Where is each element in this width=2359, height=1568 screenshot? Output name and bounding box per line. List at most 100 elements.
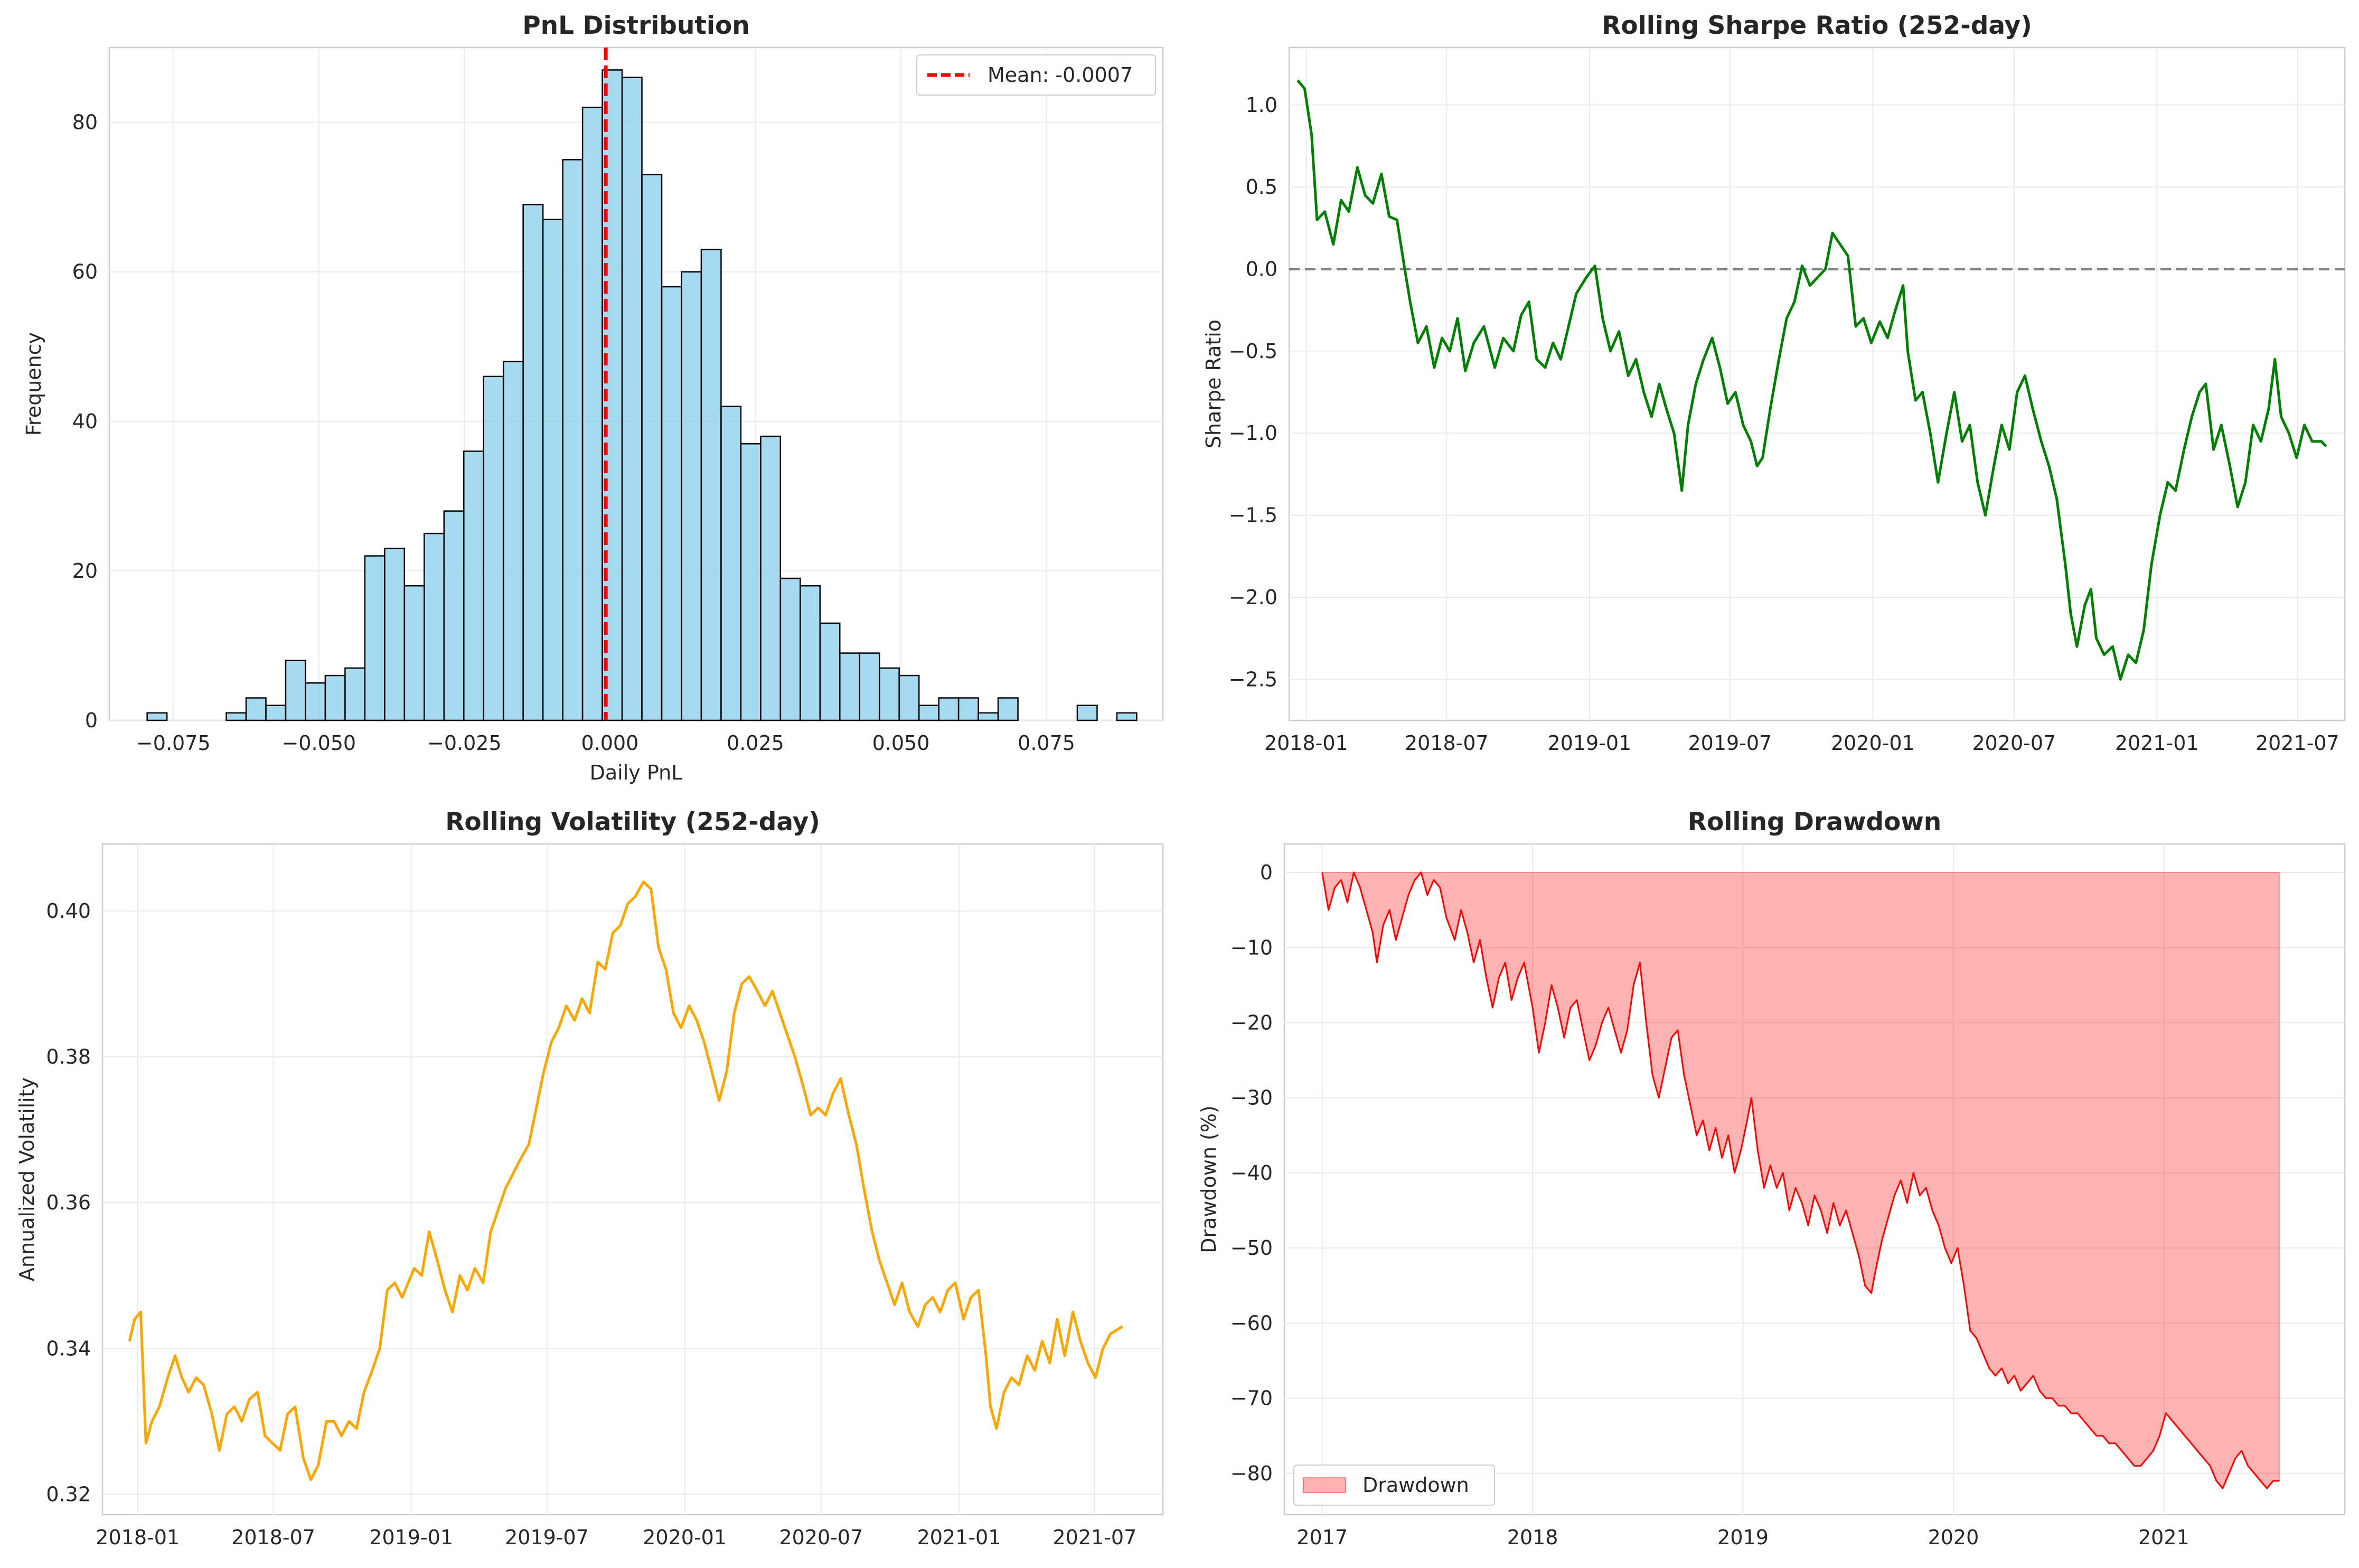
sharpe-y-tick-label: 1.0 bbox=[1246, 93, 1277, 117]
volatility-panel: 2018-01 2018-07 2019-01 2019-07 2020-01 2020-… bbox=[15, 808, 1164, 1549]
drawdown-x-tick-label: 2019 bbox=[1717, 1526, 1769, 1549]
drawdown-x-ticks: 2017 2018 2019 2020 2021 bbox=[1296, 1526, 2189, 1549]
volatility-y-tick-label: 0.36 bbox=[46, 1191, 91, 1214]
volatility-x-tick-label: 2020-07 bbox=[779, 1526, 863, 1549]
histogram-bar bbox=[403, 585, 425, 721]
sharpe-y-tick-label: −1.0 bbox=[1229, 421, 1277, 445]
histogram-bar bbox=[779, 577, 801, 721]
pnl-x-tick-label: −0.050 bbox=[281, 731, 356, 755]
volatility-plot-area bbox=[101, 843, 1164, 1516]
volatility-x-tick-label: 2020-01 bbox=[643, 1526, 727, 1549]
sharpe-x-tick-label: 2019-01 bbox=[1547, 731, 1631, 755]
volatility-x-tick-label: 2019-07 bbox=[505, 1526, 589, 1549]
histogram-bar bbox=[720, 406, 742, 721]
drawdown-panel: 2017 2018 2019 2020 2021 0 −10 −20 −30 −40 −50 −60… bbox=[1197, 808, 2346, 1549]
drawdown-y-tick-label: −30 bbox=[1230, 1086, 1273, 1110]
drawdown-y-tick-label: 0 bbox=[1260, 861, 1273, 884]
drawdown-y-tick-label: −60 bbox=[1230, 1311, 1273, 1335]
sharpe-plot-area bbox=[1288, 46, 2346, 721]
drawdown-y-tick-label: −20 bbox=[1230, 1011, 1273, 1034]
sharpe-x-tick-label: 2020-01 bbox=[1831, 731, 1915, 755]
volatility-x-tick-label: 2021-01 bbox=[917, 1526, 1001, 1549]
volatility-x-tick-label: 2019-01 bbox=[369, 1526, 453, 1549]
pnl-y-tick-label: 20 bbox=[72, 559, 98, 583]
drawdown-plot-area bbox=[1283, 843, 2346, 1516]
pnl-histogram-bars bbox=[146, 69, 1138, 721]
volatility-x-tick-label: 2018-07 bbox=[231, 1526, 315, 1549]
pnl-x-tick-label: 0.050 bbox=[872, 731, 930, 755]
sharpe-x-tick-label: 2021-07 bbox=[2255, 731, 2339, 755]
sharpe-x-tick-label: 2018-01 bbox=[1264, 731, 1348, 755]
histogram-bar bbox=[502, 361, 524, 721]
histogram-bar bbox=[740, 443, 762, 721]
histogram-bar bbox=[839, 652, 860, 721]
drawdown-x-tick-label: 2018 bbox=[1507, 1526, 1558, 1549]
histogram-bar bbox=[957, 697, 979, 721]
histogram-bar bbox=[621, 77, 643, 721]
pnl-y-tick-label: 80 bbox=[72, 111, 98, 134]
pnl-x-tick-label: 0.000 bbox=[581, 731, 639, 755]
histogram-bar bbox=[760, 435, 782, 721]
volatility-chart-title: Rolling Volatility (252-day) bbox=[445, 808, 820, 837]
histogram-bar bbox=[443, 510, 465, 721]
volatility-x-tick-label: 2018-01 bbox=[96, 1526, 180, 1549]
sharpe-x-ticks: 2018-01 2018-07 2019-01 2019-07 2020-01 2020-… bbox=[1264, 731, 2339, 755]
histogram-bar bbox=[938, 697, 960, 721]
drawdown-y-axis-label: Drawdown (%) bbox=[1197, 1105, 1220, 1253]
volatility-y-tick-label: 0.32 bbox=[46, 1482, 91, 1506]
volatility-grid bbox=[102, 844, 1163, 1515]
histogram-bar bbox=[285, 660, 306, 721]
sharpe-y-tick-label: −2.0 bbox=[1229, 586, 1277, 609]
pnl-y-tick-label: 60 bbox=[72, 260, 98, 284]
histogram-bar bbox=[384, 548, 406, 721]
drawdown-x-tick-label: 2020 bbox=[1928, 1526, 1979, 1549]
histogram-bar bbox=[978, 712, 999, 721]
sharpe-y-tick-label: 0.5 bbox=[1246, 175, 1277, 199]
sharpe-chart-title: Rolling Sharpe Ratio (252-day) bbox=[1602, 11, 2032, 40]
drawdown-y-tick-label: −80 bbox=[1230, 1462, 1273, 1485]
drawdown-y-tick-label: −70 bbox=[1230, 1387, 1273, 1410]
sharpe-x-tick-label: 2021-01 bbox=[2115, 731, 2199, 755]
drawdown-x-tick-label: 2021 bbox=[2138, 1526, 2189, 1549]
sharpe-y-tick-label: −0.5 bbox=[1229, 340, 1277, 363]
histogram-bar bbox=[245, 697, 267, 721]
volatility-y-axis-label: Annualized Volatility bbox=[15, 1077, 39, 1281]
histogram-bar bbox=[225, 712, 247, 721]
histogram-bar bbox=[898, 674, 920, 721]
histogram-bar bbox=[661, 286, 682, 721]
volatility-x-tick-label: 2021-07 bbox=[1052, 1526, 1136, 1549]
volatility-y-tick-label: 0.40 bbox=[46, 899, 91, 923]
pnl-y-tick-label: 40 bbox=[72, 410, 98, 433]
drawdown-legend-box bbox=[1293, 1464, 1495, 1506]
histogram-bar bbox=[878, 667, 900, 721]
drawdown-legend-swatch bbox=[1303, 1477, 1346, 1493]
pnl-chart-title: PnL Distribution bbox=[522, 11, 750, 40]
pnl-legend-mean-label: Mean: -0.0007 bbox=[988, 63, 1133, 87]
histogram-bar bbox=[681, 271, 702, 721]
histogram-bar bbox=[265, 705, 287, 721]
histogram-bar bbox=[562, 159, 584, 721]
pnl-x-tick-label: 0.075 bbox=[1018, 731, 1075, 755]
sharpe-y-tick-label: −1.5 bbox=[1229, 504, 1277, 527]
pnl-y-axis-label: Frequency bbox=[22, 332, 45, 436]
pnl-legend-box bbox=[916, 54, 1156, 96]
sharpe-y-tick-label: 0.0 bbox=[1246, 257, 1277, 280]
pnl-distribution-panel: −0.075 −0.050 −0.025 0.000 0.025 0.050 0.075 0… bbox=[22, 11, 1164, 784]
sharpe-x-tick-label: 2020-07 bbox=[1972, 731, 2056, 755]
histogram-bar bbox=[324, 674, 346, 721]
histogram-bar bbox=[859, 652, 880, 721]
histogram-bar bbox=[542, 219, 563, 721]
pnl-legend: Mean: -0.0007 bbox=[916, 54, 1156, 96]
volatility-x-ticks: 2018-01 2018-07 2019-01 2019-07 2020-01 2020-… bbox=[96, 1526, 1136, 1549]
histogram-bar bbox=[800, 585, 821, 721]
histogram-bar bbox=[700, 248, 722, 721]
pnl-y-ticks: 0 20 40 60 80 bbox=[72, 111, 98, 732]
sharpe-y-tick-label: −2.5 bbox=[1229, 668, 1277, 691]
volatility-y-tick-label: 0.34 bbox=[46, 1337, 91, 1360]
pnl-x-tick-label: −0.075 bbox=[136, 731, 211, 755]
histogram-bar bbox=[146, 712, 168, 721]
histogram-bar bbox=[424, 532, 445, 721]
volatility-y-ticks: 0.32 0.34 0.36 0.38 0.40 bbox=[46, 899, 91, 1506]
histogram-bar bbox=[344, 667, 366, 721]
